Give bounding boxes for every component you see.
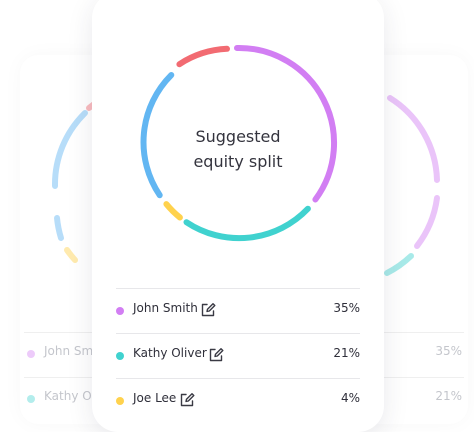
member-percent: 35%	[333, 301, 360, 315]
edit-icon[interactable]	[208, 347, 224, 363]
member-percent: 21%	[333, 346, 360, 360]
ring-title: Suggested equity split	[92, 124, 384, 174]
divider	[116, 378, 360, 379]
background-name: Kathy Oli	[44, 389, 99, 403]
background-percent: 35%	[435, 344, 462, 358]
background-dot	[27, 395, 35, 403]
member-color-dot	[116, 397, 124, 405]
ring-title-line1: Suggested	[195, 127, 281, 146]
ring-segment-purple	[234, 44, 338, 203]
member-row: Joe Lee 4%	[116, 379, 360, 423]
background-percent: 21%	[435, 389, 462, 403]
member-color-dot	[116, 307, 124, 315]
member-row: Kathy Oliver 21%	[116, 334, 360, 378]
divider	[116, 333, 360, 334]
member-color-dot	[116, 352, 124, 360]
edit-icon[interactable]	[179, 392, 195, 408]
background-dot	[27, 350, 35, 358]
member-name: Kathy Oliver	[133, 346, 207, 360]
ring-title-line2: equity split	[193, 152, 283, 171]
ring-segment-yellow	[163, 201, 183, 221]
member-percent: 4%	[340, 391, 360, 405]
ring-segment-teal	[183, 205, 311, 242]
ring-segment-blue	[140, 72, 175, 199]
equity-split-card: Suggested equity split John Smith 35% Ka…	[92, 0, 384, 432]
edit-icon[interactable]	[200, 302, 216, 318]
ring-segment-red	[176, 45, 230, 68]
member-name: Joe Lee	[133, 391, 177, 405]
background-name: John Smit	[44, 344, 102, 358]
divider	[116, 288, 360, 289]
equity-ring	[140, 44, 338, 242]
member-row: John Smith 35%	[116, 289, 360, 333]
member-name: John Smith	[133, 301, 198, 315]
